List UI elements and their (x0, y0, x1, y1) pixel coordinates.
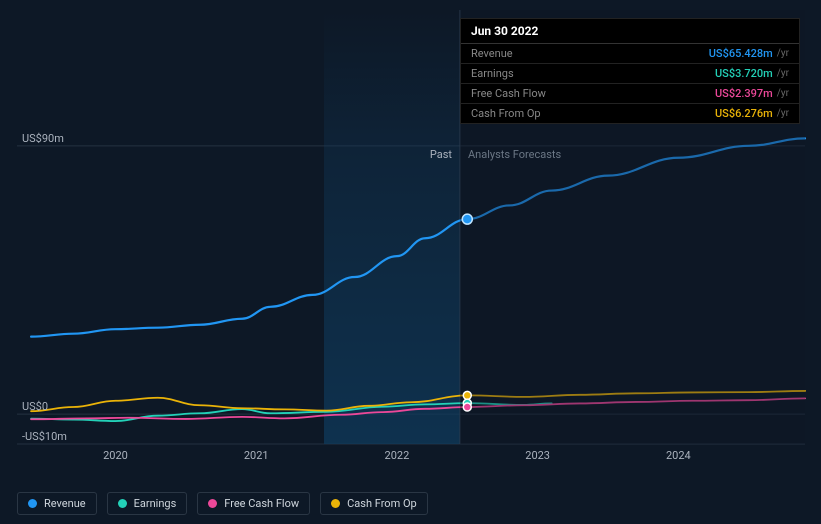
section-labels: Past Analysts Forecasts (430, 148, 562, 161)
legend-label: Earnings (134, 497, 177, 510)
forecast-label: Analysts Forecasts (468, 148, 562, 161)
tooltip-label: Free Cash Flow (471, 87, 715, 100)
svg-text:US$90m: US$90m (22, 132, 64, 145)
tooltip-row: RevenueUS$65.428m/yr (461, 44, 799, 64)
svg-text:2023: 2023 (525, 449, 550, 462)
legend-item-fcf[interactable]: Free Cash Flow (197, 492, 310, 515)
tooltip-label: Revenue (471, 47, 709, 60)
tooltip-unit: /yr (777, 48, 789, 59)
tooltip-unit: /yr (777, 108, 789, 119)
tooltip-label: Cash From Op (471, 107, 715, 120)
marker-revenue (462, 214, 472, 224)
tooltip: Jun 30 2022 RevenueUS$65.428m/yrEarnings… (460, 18, 800, 124)
tooltip-row: EarningsUS$3.720m/yr (461, 64, 799, 84)
marker-fcf (463, 403, 471, 411)
svg-text:US$0: US$0 (22, 400, 48, 413)
tooltip-unit: /yr (777, 68, 789, 79)
tooltip-value: US$2.397m (715, 87, 777, 100)
legend-dot (331, 499, 340, 508)
tooltip-value: US$65.428m (709, 47, 777, 60)
tooltip-value: US$3.720m (715, 67, 777, 80)
tooltip-header: Jun 30 2022 (461, 19, 799, 44)
marker-cfo (463, 391, 471, 399)
legend-label: Free Cash Flow (224, 497, 299, 510)
tooltip-unit: /yr (777, 88, 789, 99)
tooltip-row: Free Cash FlowUS$2.397m/yr (461, 84, 799, 104)
legend: Revenue Earnings Free Cash Flow Cash From O… (17, 492, 428, 515)
svg-text:2024: 2024 (666, 449, 691, 462)
tooltip-rows: RevenueUS$65.428m/yrEarningsUS$3.720m/yr… (461, 44, 799, 123)
tooltip-label: Earnings (471, 67, 715, 80)
legend-item-revenue[interactable]: Revenue (17, 492, 97, 515)
svg-text:2020: 2020 (103, 449, 128, 462)
legend-dot (208, 499, 217, 508)
legend-label: Revenue (44, 497, 86, 510)
legend-item-cfo[interactable]: Cash From Op (320, 492, 428, 515)
legend-dot (118, 499, 127, 508)
legend-label: Cash From Op (347, 497, 417, 510)
legend-item-earnings[interactable]: Earnings (107, 492, 188, 515)
svg-text:2021: 2021 (244, 449, 269, 462)
svg-text:2022: 2022 (385, 449, 410, 462)
svg-text:-US$10m: -US$10m (22, 430, 67, 443)
highlight-band (324, 10, 460, 444)
tooltip-row: Cash From OpUS$6.276m/yr (461, 104, 799, 123)
past-label: Past (430, 148, 453, 161)
legend-dot (28, 499, 37, 508)
chart-container: US$90m US$0 -US$10m 2020 2021 2022 2023 2024 Pa… (0, 0, 821, 524)
tooltip-value: US$6.276m (715, 107, 777, 120)
